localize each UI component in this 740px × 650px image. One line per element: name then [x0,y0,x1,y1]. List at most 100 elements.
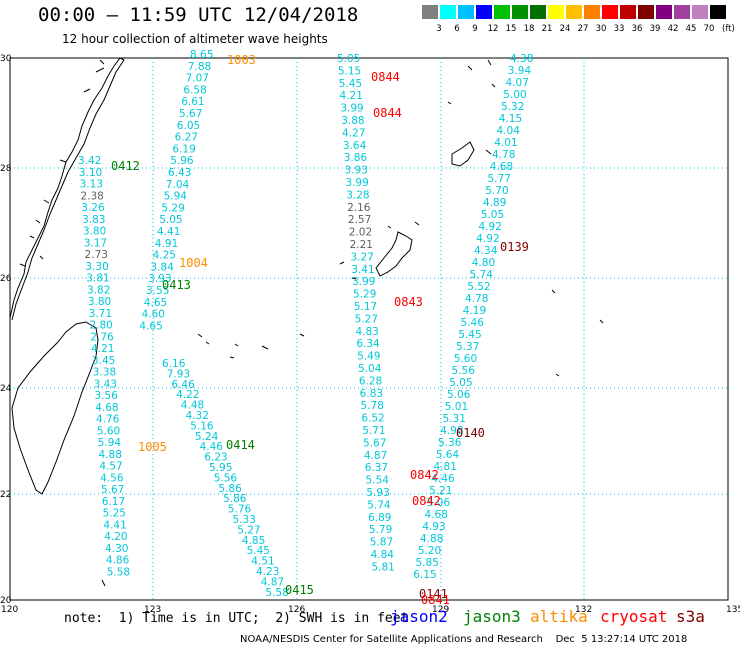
scale-swatch [548,5,564,19]
wave-height-value: 6.43 [168,167,191,179]
china-islands [19,59,105,267]
scale-label: 3 [436,24,442,34]
taiwan-coastline [11,321,99,495]
scale-swatch [710,5,726,19]
footer-credit: NOAA/NESDIS Center for Satellite Applica… [240,634,688,645]
wave-height-value: 5.37 [456,341,479,353]
wave-height-value: 6.16 [162,358,186,370]
wave-height-value: 5.16 [190,420,214,432]
wave-height-value: 3.93 [148,273,171,285]
legend-jason3: jason3 [463,607,521,626]
wave-height-value: 6.89 [368,512,391,524]
wave-height-value: 4.56 [100,472,124,484]
scale-swatch [476,5,492,19]
pass-time-label: 0841 [421,593,450,607]
wave-height-value: 3.80 [88,296,111,308]
scale-swatch [566,5,582,19]
wave-height-value: 7.88 [188,61,211,73]
scale-swatch [458,5,474,19]
wave-height-value: 5.95 [209,462,232,474]
wave-height-value: 3.41 [351,264,374,276]
pass-time-label: 0844 [373,106,402,120]
scale-label: 36 [631,24,643,34]
scale-swatch [584,5,600,19]
wave-height-value: 6.61 [181,96,204,108]
scale-label: 9 [472,24,478,34]
wave-height-value: 5.86 [218,483,242,495]
wave-height-value: 5.29 [161,202,184,214]
scale-label: 45 [685,24,697,34]
pass-time-label: 0139 [500,240,529,254]
wave-height-value: 4.38 [510,53,533,65]
page-title: 00:00 – 11:59 UTC 12/04/2018 [38,4,359,26]
wave-height-value: 4.87 [364,450,387,462]
wave-height-value: 6.15 [413,569,436,581]
wave-height-value: 3.30 [85,261,108,273]
scale-label: 27 [577,24,589,34]
lat-label: 20 [0,596,12,606]
pass-time-label: 0412 [111,159,140,173]
wave-height-value: 5.31 [443,413,466,425]
wave-height-value: 4.32 [186,410,209,422]
wave-height-value: 6.34 [356,338,380,350]
pass-time-label: 1003 [227,53,256,67]
scale-label: 15 [505,24,517,34]
lon-label: 129 [432,605,449,615]
wave-height-value: 5.24 [195,431,219,443]
wave-height-value: 6.27 [175,132,198,144]
wave-height-value: 6.17 [102,496,125,508]
lon-label: 132 [575,605,592,615]
wave-height-value: 4.87 [261,576,284,588]
lon-label: 123 [144,605,161,615]
wave-height-value: 2.16 [347,202,371,214]
wave-height-value: 5.56 [214,472,238,484]
wave-height-value: 5.17 [354,301,377,313]
wave-height-value: 3.55 [146,285,169,297]
legend-jason2: jason2 [390,607,448,626]
wave-height-value: 3.26 [81,202,105,214]
wave-height-value: 5.76 [228,504,252,516]
wave-height-value: 5.46 [461,317,485,329]
scale-label: 12 [487,24,499,34]
pass-time-label: 0843 [394,295,423,309]
wave-height-value: 4.89 [483,197,506,209]
wave-height-value: 3.56 [94,390,118,402]
pass-time-label: 1004 [179,256,208,270]
wave-height-value: 5.70 [485,185,508,197]
map-grid: 120 123 126 129 132 135 30 28 26 24 22 20 [0,54,740,615]
wave-height-value: 5.01 [445,401,468,413]
wave-height-value: 4.65 [144,297,167,309]
wave-height-value: 3.88 [341,115,364,127]
wave-height-value: 4.60 [142,309,165,321]
wave-height-value: 4.93 [422,521,445,533]
scale-label: 30 [595,24,607,34]
wave-height-value: 4.80 [472,257,495,269]
wave-height-value: 4.88 [420,533,443,545]
wave-height-value: 5.06 [447,389,471,401]
wave-height-value: 3.93 [345,165,368,177]
scale-label: 24 [559,24,571,34]
wave-height-value: 4.20 [104,531,127,543]
wave-height-value: 2.21 [350,239,373,251]
wave-height-value: 3.43 [94,378,117,390]
scale-swatch [602,5,618,19]
wave-height-value: 4.22 [176,389,199,401]
wave-height-value: 5.33 [233,514,256,526]
wave-height-value: 5.54 [366,475,390,487]
wave-height-value: 4.07 [506,77,529,89]
wave-height-value: 4.68 [490,161,513,173]
scale-label: 33 [613,24,625,34]
pass-time-label: 0842 [412,494,441,508]
wave-height-value: 2.57 [348,214,371,226]
wave-height-value: 6.46 [171,379,195,391]
wave-height-value: 4.04 [497,125,521,137]
page-subtitle: 12 hour collection of altimeter wave hei… [62,32,328,46]
wave-height-value: 4.83 [355,326,378,338]
wave-height-value: 5.87 [370,537,393,549]
scale-swatch [422,5,438,19]
wave-height-value: 3.84 [150,261,174,273]
amami-island [451,141,475,167]
lat-label: 30 [0,54,12,64]
wave-height-value: 5.67 [179,108,202,120]
land-layer [9,57,604,587]
